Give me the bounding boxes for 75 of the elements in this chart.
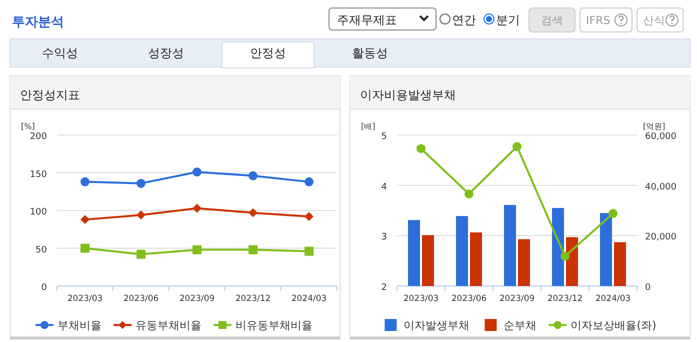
y2-tick-label: 20,000: [645, 232, 677, 243]
y-tick-label: 0: [41, 283, 48, 293]
legend-label: 이자발생부채: [404, 319, 470, 332]
y-tick-label: 4: [381, 182, 388, 192]
x-tick-label: 2023/03: [67, 294, 103, 304]
point: [248, 208, 258, 218]
point: [304, 246, 314, 256]
x-tick-label: 2023/09: [499, 294, 535, 304]
bar: [408, 220, 420, 286]
bar: [518, 239, 530, 286]
legend-label: 부채비율: [58, 319, 102, 332]
y-axis-title: [배]: [361, 122, 376, 131]
bar: [456, 216, 468, 286]
chart-title: 이자비용발생부채: [360, 88, 456, 102]
point: [80, 177, 90, 186]
point: [192, 245, 202, 254]
text: 주재무제표: [337, 13, 397, 27]
y-tick-label: 2: [381, 283, 387, 293]
y-tick-label: 200: [30, 132, 48, 142]
legend-label: 이자보상배율(좌): [570, 319, 656, 332]
point: [512, 142, 522, 152]
x-tick-label: 2023/12: [235, 294, 271, 304]
bar: [614, 242, 626, 286]
y-tick-label: 3: [381, 232, 387, 243]
y-tick-label: 100: [30, 208, 48, 218]
text: 연간: [452, 13, 476, 27]
x-tick-label: 2023/06: [123, 294, 159, 304]
point: [248, 171, 258, 180]
point: [192, 204, 202, 213]
y-tick-label: 150: [30, 170, 48, 180]
y-axis-title: [%]: [21, 122, 35, 131]
bar: [504, 204, 516, 286]
point: [136, 250, 146, 259]
text: 수익성: [42, 46, 78, 60]
legend-label: 비유동부채비율: [236, 319, 312, 332]
x-tick-label: 2024/03: [595, 294, 631, 304]
text: IFRS: [586, 14, 610, 27]
point: [248, 245, 258, 254]
legend-label: 유동부채비율: [136, 319, 202, 332]
point: [136, 210, 146, 220]
bar: [566, 237, 578, 286]
y2-tick-label: 40,000: [645, 182, 677, 192]
y2-axis-title: [억원]: [643, 122, 666, 131]
text: 검색: [541, 14, 563, 27]
text: 투자분석: [12, 15, 64, 30]
text: 산식: [643, 14, 665, 27]
y2-tick-label: 60,000: [645, 132, 677, 142]
point: [416, 144, 426, 154]
point: [80, 244, 90, 253]
point: [136, 178, 146, 188]
point: [608, 209, 618, 218]
y-tick-label: 50: [36, 245, 48, 256]
text: 활동성: [352, 46, 388, 60]
x-tick-label: 2024/03: [291, 294, 327, 304]
point: [304, 177, 314, 186]
text: 안정성: [250, 46, 286, 60]
text: 분기: [496, 13, 520, 27]
x-tick-label: 2023/09: [179, 294, 215, 304]
y-tick-label: 5: [381, 132, 387, 142]
point: [560, 252, 570, 261]
point: [304, 212, 314, 222]
x-tick-label: 2023/06: [451, 294, 487, 304]
bar: [600, 213, 612, 286]
text: 성장성: [148, 46, 184, 60]
point: [464, 189, 474, 198]
x-tick-label: 2023/12: [547, 294, 583, 304]
bar: [470, 232, 482, 286]
chart-title: 안정성지표: [20, 88, 80, 102]
bar: [422, 235, 434, 286]
x-tick-label: 2023/03: [403, 294, 439, 304]
bar: [552, 208, 564, 286]
y2-tick-label: 0: [645, 283, 651, 293]
point: [80, 215, 90, 224]
point: [192, 167, 202, 176]
legend-label: 순부채: [504, 319, 537, 332]
